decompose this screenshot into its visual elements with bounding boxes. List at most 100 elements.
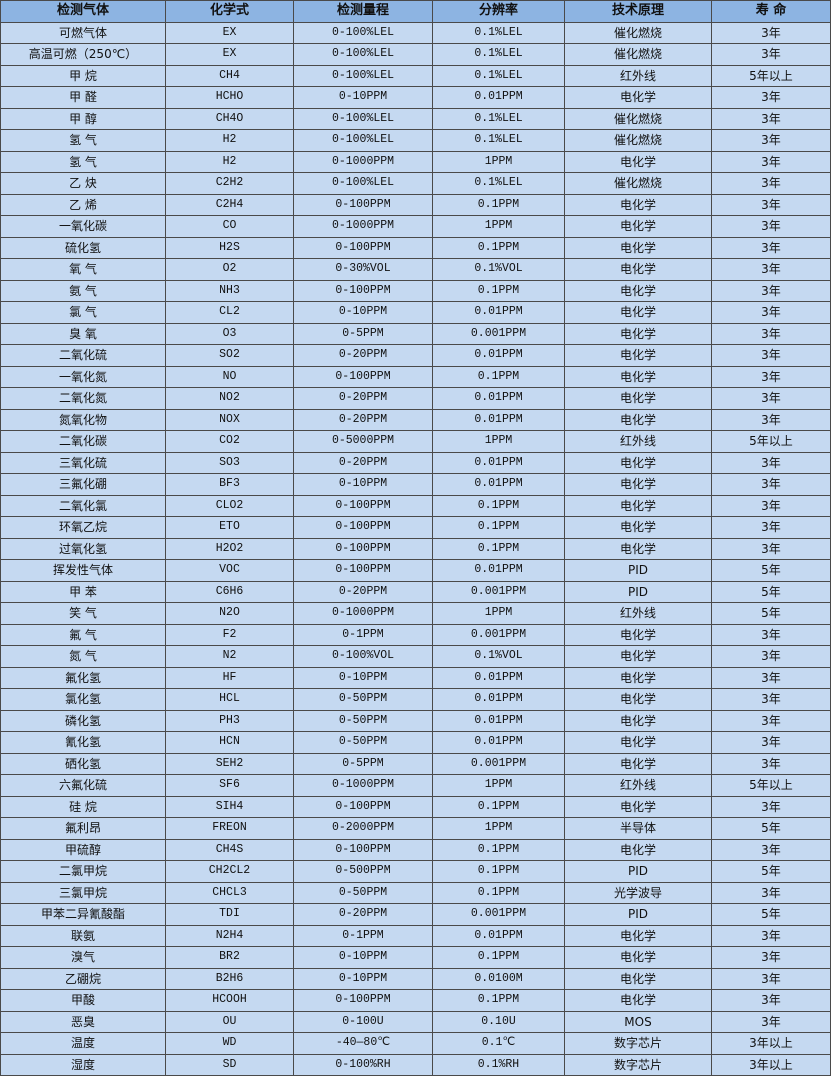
cell-formula: EX: [165, 21, 294, 44]
cell-principle: 电化学: [564, 150, 712, 173]
cell-resolution: 0.001PPM: [432, 322, 565, 345]
cell-formula: EX: [165, 43, 294, 66]
cell-formula: SD: [165, 1053, 294, 1076]
cell-gas-name: 氯 气: [0, 301, 166, 324]
cell-formula: BR2: [165, 946, 294, 969]
cell-lifetime: 3年: [711, 408, 831, 431]
cell-gas-name: 二氯甲烷: [0, 860, 166, 883]
cell-range: 0-20PPM: [293, 408, 433, 431]
cell-principle: MOS: [564, 1010, 712, 1033]
cell-gas-name: 笑 气: [0, 602, 166, 625]
cell-principle: 催化燃烧: [564, 129, 712, 152]
table-row: 可燃气体 EX 0-100%LEL 0.1%LEL 催化燃烧 3年: [0, 21, 831, 44]
table-row: 一氧化碳 CO 0-1000PPM 1PPM 电化学 3年: [0, 215, 831, 238]
cell-lifetime: 3年: [711, 881, 831, 904]
cell-range: 0-100PPM: [293, 989, 433, 1012]
cell-formula: SO3: [165, 451, 294, 474]
cell-principle: 催化燃烧: [564, 172, 712, 195]
cell-principle: 红外线: [564, 774, 712, 797]
cell-lifetime: 3年: [711, 494, 831, 517]
cell-range: 0-10PPM: [293, 86, 433, 109]
cell-gas-name: 臭 氧: [0, 322, 166, 345]
cell-principle: 催化燃烧: [564, 21, 712, 44]
cell-principle: 电化学: [564, 473, 712, 496]
table-row: 高温可燃（250℃） EX 0-100%LEL 0.1%LEL 催化燃烧 3年: [0, 43, 831, 66]
cell-resolution: 0.01PPM: [432, 731, 565, 754]
cell-formula: TDI: [165, 903, 294, 926]
cell-range: 0-20PPM: [293, 903, 433, 926]
cell-resolution: 0.1PPM: [432, 193, 565, 216]
table-row: 氢 气 H2 0-1000PPM 1PPM 电化学 3年: [0, 150, 831, 173]
cell-gas-name: 温度: [0, 1032, 166, 1055]
cell-resolution: 1PPM: [432, 150, 565, 173]
cell-resolution: 0.1PPM: [432, 838, 565, 861]
cell-gas-name: 溴气: [0, 946, 166, 969]
cell-range: 0-10PPM: [293, 473, 433, 496]
cell-lifetime: 3年: [711, 688, 831, 711]
cell-principle: 电化学: [564, 301, 712, 324]
table-row: 氟化氢 HF 0-10PPM 0.01PPM 电化学 3年: [0, 666, 831, 689]
cell-resolution: 0.01PPM: [432, 387, 565, 410]
cell-range: 0-30%VOL: [293, 258, 433, 281]
header-lifetime: 寿 命: [711, 0, 831, 23]
table-body: 可燃气体 EX 0-100%LEL 0.1%LEL 催化燃烧 3年 高温可燃（250℃） EX…: [0, 21, 831, 1076]
table-row: 乙 炔 C2H2 0-100%LEL 0.1%LEL 催化燃烧 3年: [0, 172, 831, 195]
cell-gas-name: 六氟化硫: [0, 774, 166, 797]
cell-formula: CL2: [165, 301, 294, 324]
cell-principle: 电化学: [564, 516, 712, 539]
cell-lifetime: 5年: [711, 580, 831, 603]
header-resolution: 分辨率: [432, 0, 565, 23]
cell-resolution: 1PPM: [432, 602, 565, 625]
cell-range: 0-100%VOL: [293, 645, 433, 668]
cell-range: 0-100%LEL: [293, 107, 433, 130]
cell-resolution: 0.01PPM: [432, 924, 565, 947]
table-row: 乙硼烷 B2H6 0-10PPM 0.0100M 电化学 3年: [0, 967, 831, 990]
header-formula: 化学式: [165, 0, 294, 23]
cell-principle: PID: [564, 903, 712, 926]
cell-range: 0-1000PPM: [293, 150, 433, 173]
cell-resolution: 0.1%LEL: [432, 21, 565, 44]
cell-lifetime: 3年: [711, 516, 831, 539]
cell-range: 0-10PPM: [293, 666, 433, 689]
cell-gas-name: 过氧化氢: [0, 537, 166, 560]
table-row: 三氯甲烷 CHCL3 0-50PPM 0.1PPM 光学波导 3年: [0, 881, 831, 904]
table-row: 硅 烷 SIH4 0-100PPM 0.1PPM 电化学 3年: [0, 795, 831, 818]
cell-lifetime: 3年: [711, 795, 831, 818]
cell-formula: B2H6: [165, 967, 294, 990]
cell-gas-name: 氢 气: [0, 150, 166, 173]
table-row: 环氧乙烷 ETO 0-100PPM 0.1PPM 电化学 3年: [0, 516, 831, 539]
table-row: 溴气 BR2 0-10PPM 0.1PPM 电化学 3年: [0, 946, 831, 969]
cell-formula: O3: [165, 322, 294, 345]
header-gas: 检测气体: [0, 0, 166, 23]
cell-resolution: 0.01PPM: [432, 473, 565, 496]
cell-gas-name: 氰化氢: [0, 731, 166, 754]
cell-gas-name: 氮氧化物: [0, 408, 166, 431]
table-row: 氢 气 H2 0-100%LEL 0.1%LEL 催化燃烧 3年: [0, 129, 831, 152]
cell-formula: WD: [165, 1032, 294, 1055]
cell-resolution: 0.1PPM: [432, 494, 565, 517]
cell-formula: CH2CL2: [165, 860, 294, 883]
cell-lifetime: 3年: [711, 172, 831, 195]
cell-lifetime: 3年: [711, 731, 831, 754]
cell-lifetime: 3年以上: [711, 1032, 831, 1055]
cell-principle: 电化学: [564, 215, 712, 238]
cell-formula: CO2: [165, 430, 294, 453]
cell-principle: PID: [564, 580, 712, 603]
cell-range: 0-100PPM: [293, 494, 433, 517]
cell-principle: 电化学: [564, 795, 712, 818]
cell-range: 0-100%LEL: [293, 129, 433, 152]
table-row: 甲 醛 HCHO 0-10PPM 0.01PPM 电化学 3年: [0, 86, 831, 109]
cell-lifetime: 3年: [711, 838, 831, 861]
cell-resolution: 0.1%VOL: [432, 258, 565, 281]
cell-principle: 光学波导: [564, 881, 712, 904]
cell-principle: 数字芯片: [564, 1032, 712, 1055]
table-row: 温度 WD -40—80℃ 0.1℃ 数字芯片 3年以上: [0, 1032, 831, 1055]
cell-gas-name: 氮 气: [0, 645, 166, 668]
cell-formula: SEH2: [165, 752, 294, 775]
cell-lifetime: 3年: [711, 451, 831, 474]
cell-range: 0-2000PPM: [293, 817, 433, 840]
cell-resolution: 0.1%LEL: [432, 64, 565, 87]
cell-formula: N2: [165, 645, 294, 668]
cell-principle: 红外线: [564, 602, 712, 625]
cell-range: 0-10PPM: [293, 967, 433, 990]
